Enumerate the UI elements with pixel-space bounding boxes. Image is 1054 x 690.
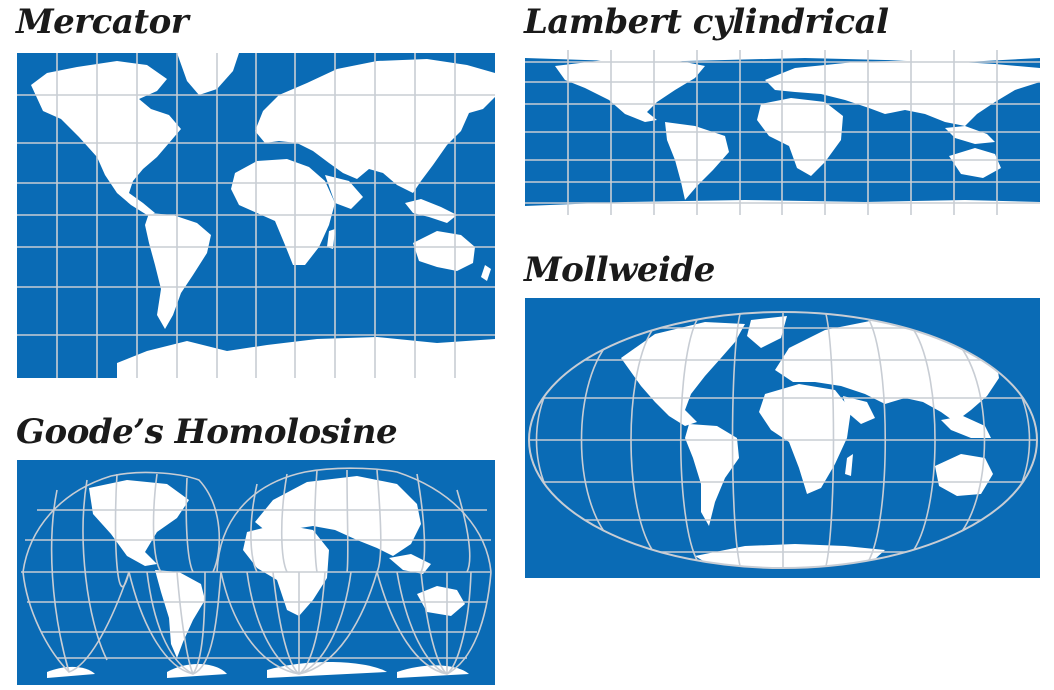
lobe-outline-north-west [22,471,221,573]
meridians-south-africa [246,571,352,675]
goode-title: Goode’s Homolosine [16,412,398,452]
south-america [155,570,205,658]
arabia [843,396,875,424]
southeast-asia [945,126,995,144]
eurasia [765,60,1040,126]
meridians-south-america [146,571,206,675]
lambert-map [525,50,1040,215]
graticule [525,50,1040,215]
parallels [529,327,1037,553]
projection-outline [528,311,1038,569]
australia [935,454,993,496]
parallels [21,509,491,659]
madagascar [327,229,335,249]
north-america [621,322,745,426]
graticule [21,467,492,675]
africa [757,98,843,176]
madagascar [845,454,853,476]
south-america [145,213,211,329]
lobe-outline-north-east [216,467,492,573]
meridians-west [50,473,194,673]
north-america [89,480,189,566]
australia [413,231,475,271]
graticule [17,53,495,378]
mollweide-map [525,298,1040,578]
south-america [685,424,739,526]
southeast-asia [389,554,431,574]
africa [759,384,851,494]
graticule [529,312,1037,568]
meridians-south-australia [396,571,472,675]
mercator-map [17,53,495,378]
australia [949,148,1001,178]
southeast-asia [405,199,457,223]
meridians-east [250,469,471,573]
north-america [555,58,705,122]
north-america [31,61,181,215]
antarctica-west [47,666,95,678]
greenland [747,316,787,348]
lambert-title: Lambert cylindrical [524,2,889,42]
goode-map [17,460,495,685]
antarctica [117,337,495,378]
africa [231,159,335,265]
australia [417,586,465,616]
southeast-asia [941,416,991,438]
mercator-title: Mercator [16,2,189,42]
mollweide-title: Mollweide [524,250,715,290]
new-zealand [481,265,491,281]
greenland [177,53,239,95]
